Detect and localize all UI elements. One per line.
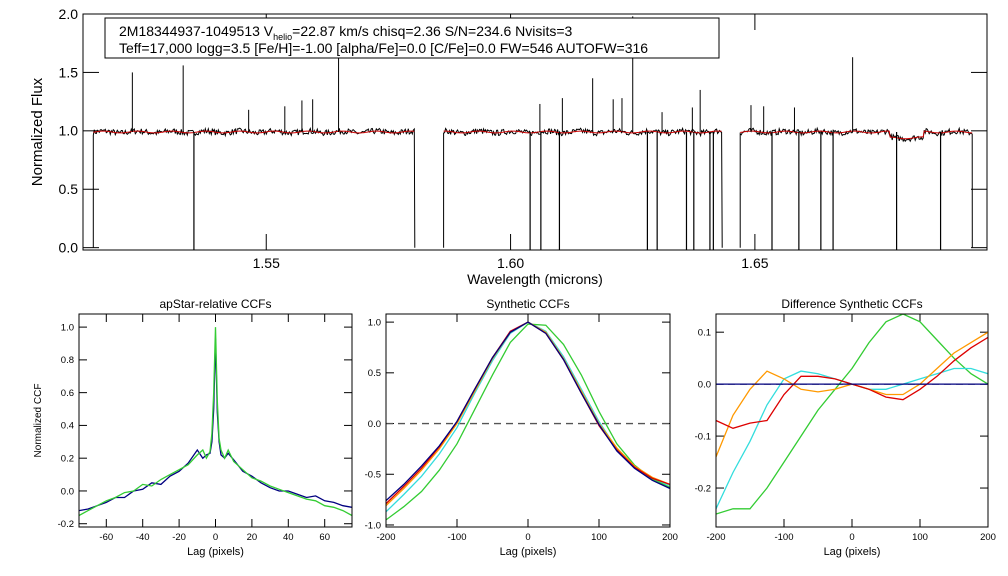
ccf3-title: Difference Synthetic CCFs xyxy=(781,297,922,311)
ccf1-y-tick-label: 0.0 xyxy=(61,486,74,497)
ccf3-series-diff-cyan xyxy=(716,367,988,510)
ccf1-series-ccf-green xyxy=(79,327,352,517)
legend-line-1: 2M18344937-1049513 Vhelio=22.87 km/s chi… xyxy=(119,23,573,42)
ccf2-frame xyxy=(385,313,671,528)
spectrum-y-axis-label: Normalized Flux xyxy=(29,77,46,186)
spectrum-chip-1 xyxy=(92,126,416,248)
ccf3-frame xyxy=(715,313,989,528)
ccf1-y-tick-label: 0.4 xyxy=(61,421,74,432)
ccf1-x-tick-label: 0 xyxy=(213,532,218,543)
legend-v-subscript: helio xyxy=(273,32,292,42)
ccf2-y-tick-label: 1.0 xyxy=(368,317,381,328)
ccf3-x-tick-label: 100 xyxy=(912,532,928,543)
ccf2-x-tick-label: -200 xyxy=(376,532,395,543)
ccf1-y-tick-label: 0.8 xyxy=(61,355,74,366)
ccf1-series-ccf-blue xyxy=(79,338,352,512)
spectrum-x-tick-label: 1.65 xyxy=(741,255,768,271)
ccf2-series-syn-blue xyxy=(386,321,670,502)
ccf2-series-syn-red xyxy=(386,321,670,505)
ccf3-x-axis-label: Lag (pixels) xyxy=(824,546,881,558)
ccf2-plot-area xyxy=(386,321,670,521)
legend-star-name: 2M18344937-1049513 xyxy=(119,23,264,39)
legend-line-2: Teff=17,000 logg=3.5 [Fe/H]=-1.00 [alpha… xyxy=(119,40,648,56)
spectrum-y-tick-label: 1.5 xyxy=(59,64,79,80)
spectrum-y-tick-label: 0.0 xyxy=(59,240,79,256)
ccf2-y-tick-label: -0.5 xyxy=(365,470,381,481)
spectrum-y-tick-label: 0.5 xyxy=(59,181,79,197)
model-chip-2 xyxy=(443,130,722,134)
ccf1-title: apStar-relative CCFs xyxy=(159,297,271,311)
ccf1-x-tick-label: -20 xyxy=(172,532,186,543)
spectrum-frame xyxy=(82,13,988,251)
ccf2-x-tick-label: 0 xyxy=(525,532,530,543)
ccf3-plot-area xyxy=(716,314,988,515)
ccf1-x-tick-label: -40 xyxy=(136,532,150,543)
ccf1-x-tick-label: 60 xyxy=(319,532,330,543)
ccf1-x-tick-label: 40 xyxy=(283,532,294,543)
spectrum-y-tick-label: 1.0 xyxy=(59,123,79,139)
ccf3-series-diff-green xyxy=(716,314,988,515)
ccf2-x-tick-label: 100 xyxy=(591,532,607,543)
spectrum-y-tick-label: 2.0 xyxy=(59,6,79,22)
spectrum-chip-3 xyxy=(739,126,973,248)
ccf3-x-tick-label: 200 xyxy=(980,532,996,543)
model-chip-3 xyxy=(740,130,973,140)
spectrum-x-axis-label: Wavelength (microns) xyxy=(467,271,603,287)
ccf3-x-tick-label: -100 xyxy=(774,532,793,543)
ccf2-y-tick-label: 0.5 xyxy=(368,368,381,379)
legend-stats: =22.87 km/s chisq=2.36 S/N=234.6 Nvisits… xyxy=(292,23,572,39)
ccf1-y-tick-label: -0.2 xyxy=(58,519,74,530)
ccf1-x-tick-label: 20 xyxy=(247,532,258,543)
legend-box xyxy=(104,17,720,59)
ccf2-x-tick-label: -100 xyxy=(447,532,466,543)
ccf2-series-syn-orange xyxy=(386,321,670,507)
ccf1-x-tick-label: -60 xyxy=(99,532,113,543)
ccf1-y-axis-label: Normalized CCF xyxy=(33,384,44,458)
legend-v-symbol: V xyxy=(264,23,274,39)
ccf3-y-tick-label: 0.1 xyxy=(698,328,711,339)
ccf2-x-tick-label: 200 xyxy=(662,532,678,543)
ccf1-y-tick-label: 0.6 xyxy=(61,388,74,399)
spectrum-chip-2 xyxy=(443,126,723,248)
ccf3-y-tick-label: -0.1 xyxy=(695,431,711,442)
ccf1-y-tick-label: 0.2 xyxy=(61,454,74,465)
ccf3-y-tick-label: 0.0 xyxy=(698,379,711,390)
ccf2-y-tick-label: -1.0 xyxy=(365,520,381,531)
ccf3-x-tick-label: 0 xyxy=(849,532,854,543)
model-chip-1 xyxy=(93,130,415,134)
ccf1-y-tick-label: 1.0 xyxy=(61,322,74,333)
ccf2-y-tick-label: 0.0 xyxy=(368,419,381,430)
spectrum-x-tick-label: 1.55 xyxy=(253,255,280,271)
ccf3-x-tick-label: -200 xyxy=(706,532,725,543)
ccf2-series-syn-green xyxy=(386,323,670,521)
ccf3-y-tick-label: -0.2 xyxy=(695,483,711,494)
ccf2-x-axis-label: Lag (pixels) xyxy=(500,546,557,558)
spectrum-plot-area xyxy=(92,16,973,250)
ccf1-plot-area xyxy=(79,327,352,517)
spectrum-x-tick-label: 1.60 xyxy=(497,255,524,271)
ccf1-frame xyxy=(78,313,353,528)
ccf2-title: Synthetic CCFs xyxy=(486,297,569,311)
ccf1-x-axis-label: Lag (pixels) xyxy=(187,546,244,558)
